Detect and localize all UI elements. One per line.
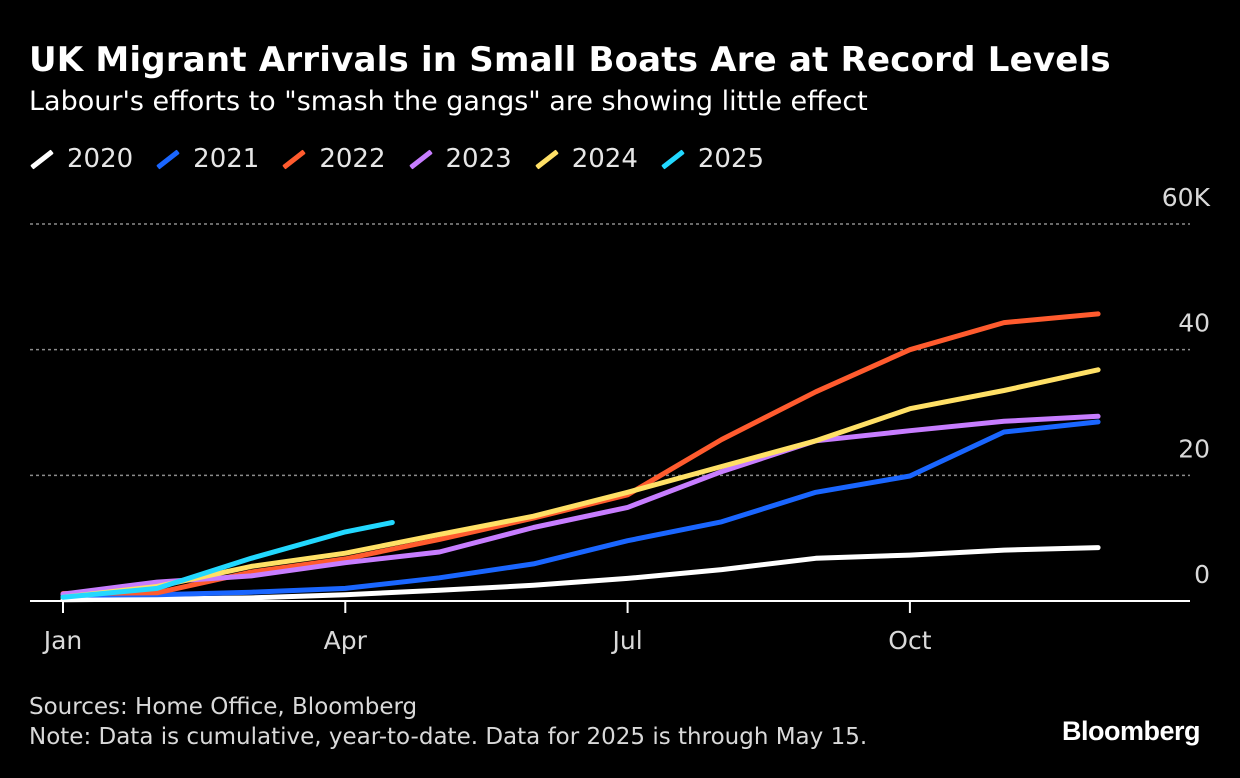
x-tick-label: Jan: [42, 626, 83, 655]
x-tick-label: Apr: [324, 626, 368, 655]
chart-title: UK Migrant Arrivals in Small Boats Are a…: [29, 40, 1111, 80]
legend-label: 2022: [319, 144, 386, 174]
legend-label: 2025: [697, 144, 765, 174]
series-line-2024: [60, 367, 1101, 600]
chart-subtitle: Labour's efforts to "smash the gangs" ar…: [29, 86, 868, 117]
legend-label: 2023: [445, 144, 512, 174]
note-text: Note: Data is cumulative, year-to-date. …: [29, 724, 868, 750]
legend-label: 2021: [193, 144, 260, 174]
y-tick-label: 20: [1178, 434, 1210, 463]
y-tick-label: 60K: [1162, 183, 1211, 212]
y-tick-label: 0: [1194, 560, 1210, 589]
y-tick-label: 40: [1178, 309, 1210, 338]
legend-label: 2020: [67, 144, 134, 174]
legend-item-2020: 2020: [29, 144, 133, 174]
x-tick-label: Jul: [611, 626, 643, 655]
series-line-2021: [60, 419, 1101, 598]
x-tick-label: Oct: [888, 626, 931, 655]
legend-item-2021: 2021: [155, 144, 259, 174]
series-line-2025: [60, 520, 395, 600]
legend-item-2025: 2025: [660, 144, 764, 174]
legend-item-2024: 2024: [534, 144, 638, 174]
bloomberg-logo: Bloomberg: [1061, 716, 1201, 746]
legend-item-2023: 2023: [408, 144, 512, 174]
series-line-2020: [60, 545, 1101, 603]
sources-text: Sources: Home Office, Bloomberg: [29, 694, 418, 720]
line-chart: 0 20 40 60K Jan Apr Jul Oct: [30, 183, 1211, 655]
series-line-2023: [60, 413, 1101, 597]
legend-item-2022: 2022: [281, 144, 386, 174]
chart-legend: 2020 2021 2022 2023 2024 2025: [29, 142, 786, 176]
legend-label: 2024: [571, 144, 638, 174]
